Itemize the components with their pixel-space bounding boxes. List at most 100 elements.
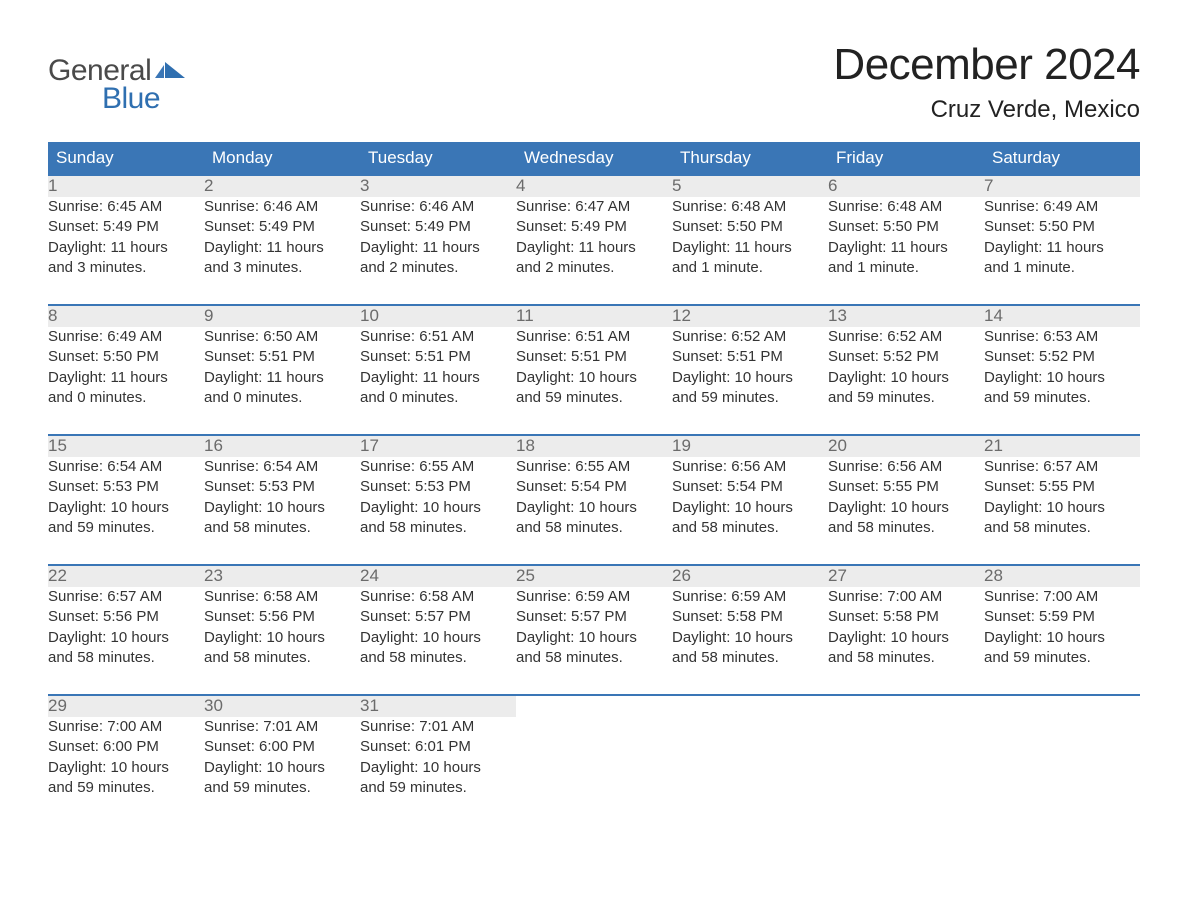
day1-text: Daylight: 10 hours	[828, 498, 984, 518]
day1-text: Daylight: 10 hours	[672, 368, 828, 388]
day1-text: Daylight: 11 hours	[48, 368, 204, 388]
sunrise-text: Sunrise: 6:46 AM	[204, 197, 360, 217]
sunrise-text: Sunrise: 6:57 AM	[984, 457, 1140, 477]
day2-text: and 59 minutes.	[984, 388, 1140, 408]
day1-text: Daylight: 10 hours	[672, 628, 828, 648]
day-number: 14	[984, 305, 1140, 327]
day1-text: Daylight: 11 hours	[672, 238, 828, 258]
day1-text: Daylight: 11 hours	[204, 368, 360, 388]
day2-text: and 58 minutes.	[204, 648, 360, 668]
sunrise-text: Sunrise: 6:48 AM	[828, 197, 984, 217]
day2-text: and 59 minutes.	[48, 778, 204, 798]
day2-text: and 59 minutes.	[516, 388, 672, 408]
day-cell: Sunrise: 6:57 AMSunset: 5:56 PMDaylight:…	[48, 587, 204, 695]
sunset-text: Sunset: 5:54 PM	[516, 477, 672, 497]
day-number: 4	[516, 175, 672, 197]
day-number: 16	[204, 435, 360, 457]
day-cell	[828, 717, 984, 825]
day-cell: Sunrise: 6:46 AMSunset: 5:49 PMDaylight:…	[360, 197, 516, 305]
day-number: 9	[204, 305, 360, 327]
day2-text: and 58 minutes.	[360, 648, 516, 668]
day-cell: Sunrise: 6:58 AMSunset: 5:56 PMDaylight:…	[204, 587, 360, 695]
day1-text: Daylight: 10 hours	[48, 628, 204, 648]
day-cell: Sunrise: 6:48 AMSunset: 5:50 PMDaylight:…	[672, 197, 828, 305]
day-number: 21	[984, 435, 1140, 457]
day-cell: Sunrise: 6:45 AMSunset: 5:49 PMDaylight:…	[48, 197, 204, 305]
day2-text: and 0 minutes.	[48, 388, 204, 408]
sunrise-text: Sunrise: 6:54 AM	[204, 457, 360, 477]
month-title: December 2024	[833, 40, 1140, 90]
day2-text: and 2 minutes.	[360, 258, 516, 278]
day-cell	[672, 717, 828, 825]
day2-text: and 58 minutes.	[828, 648, 984, 668]
day-number: 7	[984, 175, 1140, 197]
day-number: 19	[672, 435, 828, 457]
day2-text: and 59 minutes.	[48, 518, 204, 538]
sunrise-text: Sunrise: 6:54 AM	[48, 457, 204, 477]
day1-text: Daylight: 10 hours	[828, 628, 984, 648]
day-cell: Sunrise: 6:56 AMSunset: 5:54 PMDaylight:…	[672, 457, 828, 565]
day-number: 13	[828, 305, 984, 327]
sunrise-text: Sunrise: 6:49 AM	[48, 327, 204, 347]
day1-text: Daylight: 10 hours	[516, 628, 672, 648]
sunset-text: Sunset: 5:53 PM	[360, 477, 516, 497]
sunset-text: Sunset: 5:51 PM	[204, 347, 360, 367]
day-cell: Sunrise: 6:47 AMSunset: 5:49 PMDaylight:…	[516, 197, 672, 305]
sunset-text: Sunset: 5:50 PM	[984, 217, 1140, 237]
day2-text: and 0 minutes.	[204, 388, 360, 408]
day2-text: and 58 minutes.	[672, 518, 828, 538]
day-number: 27	[828, 565, 984, 587]
sunset-text: Sunset: 6:00 PM	[204, 737, 360, 757]
sunset-text: Sunset: 5:58 PM	[828, 607, 984, 627]
day1-text: Daylight: 11 hours	[360, 238, 516, 258]
sunset-text: Sunset: 6:01 PM	[360, 737, 516, 757]
sunset-text: Sunset: 5:54 PM	[672, 477, 828, 497]
day-number: 26	[672, 565, 828, 587]
sunrise-text: Sunrise: 7:00 AM	[828, 587, 984, 607]
day2-text: and 58 minutes.	[516, 648, 672, 668]
day-cell: Sunrise: 6:59 AMSunset: 5:57 PMDaylight:…	[516, 587, 672, 695]
col-sunday: Sunday	[48, 142, 204, 175]
day-cell: Sunrise: 7:00 AMSunset: 6:00 PMDaylight:…	[48, 717, 204, 825]
day-number: 18	[516, 435, 672, 457]
day2-text: and 3 minutes.	[204, 258, 360, 278]
day-content-row: Sunrise: 6:49 AMSunset: 5:50 PMDaylight:…	[48, 327, 1140, 435]
day2-text: and 58 minutes.	[984, 518, 1140, 538]
day1-text: Daylight: 11 hours	[48, 238, 204, 258]
col-saturday: Saturday	[984, 142, 1140, 175]
day-cell: Sunrise: 6:54 AMSunset: 5:53 PMDaylight:…	[204, 457, 360, 565]
day1-text: Daylight: 10 hours	[984, 628, 1140, 648]
sunrise-text: Sunrise: 6:47 AM	[516, 197, 672, 217]
day1-text: Daylight: 10 hours	[360, 758, 516, 778]
day2-text: and 0 minutes.	[360, 388, 516, 408]
sunrise-calendar: Sunday Monday Tuesday Wednesday Thursday…	[48, 142, 1140, 825]
day-number: 15	[48, 435, 204, 457]
day-cell: Sunrise: 6:49 AMSunset: 5:50 PMDaylight:…	[48, 327, 204, 435]
sunrise-text: Sunrise: 6:58 AM	[204, 587, 360, 607]
day-number: 6	[828, 175, 984, 197]
sunset-text: Sunset: 5:56 PM	[48, 607, 204, 627]
day-number: 31	[360, 695, 516, 717]
day2-text: and 58 minutes.	[204, 518, 360, 538]
day-cell: Sunrise: 6:53 AMSunset: 5:52 PMDaylight:…	[984, 327, 1140, 435]
brand-word-2: Blue	[102, 82, 160, 116]
day-number	[672, 695, 828, 717]
sunrise-text: Sunrise: 6:50 AM	[204, 327, 360, 347]
sunset-text: Sunset: 5:49 PM	[48, 217, 204, 237]
day-number: 30	[204, 695, 360, 717]
col-friday: Friday	[828, 142, 984, 175]
day-number: 11	[516, 305, 672, 327]
day1-text: Daylight: 10 hours	[984, 368, 1140, 388]
day-cell: Sunrise: 7:00 AMSunset: 5:58 PMDaylight:…	[828, 587, 984, 695]
day2-text: and 58 minutes.	[48, 648, 204, 668]
day2-text: and 1 minute.	[672, 258, 828, 278]
day-cell: Sunrise: 6:58 AMSunset: 5:57 PMDaylight:…	[360, 587, 516, 695]
day2-text: and 1 minute.	[984, 258, 1140, 278]
sunrise-text: Sunrise: 6:58 AM	[360, 587, 516, 607]
sunset-text: Sunset: 5:49 PM	[360, 217, 516, 237]
day-cell: Sunrise: 6:51 AMSunset: 5:51 PMDaylight:…	[360, 327, 516, 435]
sunset-text: Sunset: 5:56 PM	[204, 607, 360, 627]
sunset-text: Sunset: 5:57 PM	[360, 607, 516, 627]
day1-text: Daylight: 11 hours	[828, 238, 984, 258]
col-tuesday: Tuesday	[360, 142, 516, 175]
